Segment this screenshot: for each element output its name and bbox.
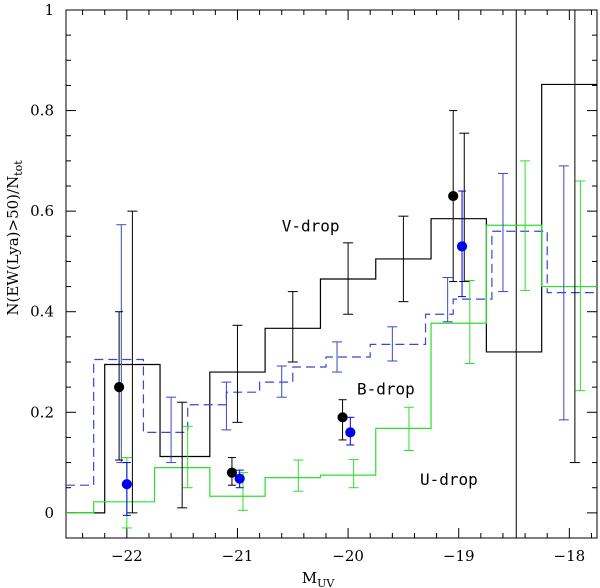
v-drop-errorbar bbox=[232, 324, 243, 423]
u-drop-errorbar bbox=[293, 459, 304, 492]
b-drop-errorbar bbox=[332, 341, 343, 373]
blue-point bbox=[234, 469, 245, 489]
b-drop-errorbar bbox=[166, 396, 177, 464]
plot-frame bbox=[65, 9, 598, 539]
y-tick-label: 0.6 bbox=[30, 202, 54, 220]
tick-labels: −22 −21 −20 −19 −18 0 0.2 0.4 0.6 0.8 1 bbox=[30, 1, 585, 565]
b-drop-errorbar bbox=[276, 365, 287, 398]
tick-marks bbox=[66, 9, 597, 538]
black-point bbox=[114, 311, 125, 461]
b-drop-errorbar bbox=[497, 172, 508, 293]
b-drop-errorbar bbox=[442, 277, 453, 323]
points-layer bbox=[114, 110, 468, 516]
v-drop-errorbar bbox=[343, 242, 354, 315]
b-drop-errorbar bbox=[221, 381, 232, 431]
annotation-bdrop: B-drop bbox=[357, 380, 415, 399]
u-drop-histogram bbox=[66, 224, 597, 514]
b-drop-histogram bbox=[66, 230, 597, 486]
b-drop-errorbar bbox=[558, 165, 569, 421]
x-tick-label: −20 bbox=[332, 547, 364, 565]
x-tick-label: −19 bbox=[443, 547, 475, 565]
u-drop-errorbar bbox=[575, 180, 586, 392]
u-drop-errorbar bbox=[348, 459, 359, 489]
errorbar-layer bbox=[116, 9, 586, 529]
y-tick-label: 0 bbox=[44, 504, 54, 522]
v-drop-errorbar bbox=[177, 401, 188, 509]
v-drop-errorbar bbox=[398, 215, 409, 303]
v-drop-errorbar bbox=[287, 291, 298, 363]
blue-point bbox=[456, 190, 468, 298]
blue-point bbox=[345, 416, 356, 446]
x-tick-label: −22 bbox=[111, 547, 143, 565]
v-drop-errorbar bbox=[127, 210, 138, 514]
b-drop-errorbar bbox=[387, 326, 398, 362]
u-drop-errorbar bbox=[182, 425, 193, 489]
u-drop-errorbar bbox=[520, 160, 531, 292]
annotation-vdrop: V-drop bbox=[282, 216, 340, 235]
black-point bbox=[448, 110, 459, 283]
y-tick-label: 0.4 bbox=[30, 303, 54, 321]
y-tick-label: 0.8 bbox=[30, 102, 54, 120]
blue-point bbox=[121, 462, 132, 516]
y-tick-label: 1 bbox=[44, 1, 54, 19]
b-drop-errorbar bbox=[116, 224, 127, 464]
series-layer bbox=[66, 10, 597, 538]
x-tick-label: −18 bbox=[554, 547, 586, 565]
u-drop-errorbar bbox=[464, 280, 475, 365]
u-drop-errorbar bbox=[403, 406, 414, 452]
y-axis-title: N(EW(Lya)>50)/Ntot bbox=[4, 160, 25, 316]
annotations: V-drop B-drop U-drop bbox=[282, 216, 478, 489]
black-point bbox=[226, 457, 238, 486]
x-tick-label: −21 bbox=[222, 547, 254, 565]
v-drop-errorbar bbox=[569, 9, 580, 464]
x-axis-title: MUV bbox=[302, 569, 336, 588]
annotation-udrop: U-drop bbox=[420, 470, 478, 489]
v-drop-errorbar bbox=[459, 132, 470, 283]
v-drop-histogram bbox=[66, 83, 597, 514]
y-tick-label: 0.2 bbox=[30, 403, 54, 421]
